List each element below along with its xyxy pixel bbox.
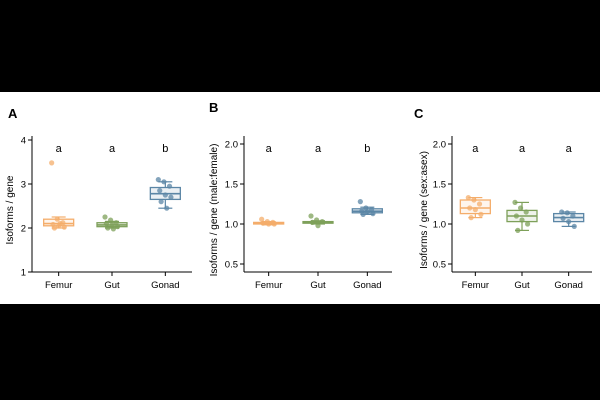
data-point bbox=[113, 220, 119, 226]
x-tick-label: Gonad bbox=[151, 280, 180, 291]
y-tick-label: 4 bbox=[21, 136, 26, 147]
data-point bbox=[260, 220, 266, 226]
data-point bbox=[108, 217, 114, 223]
data-point bbox=[513, 213, 520, 219]
data-point bbox=[472, 207, 478, 213]
x-tick-label: Femur bbox=[255, 280, 282, 291]
y-tick-label: 1.5 bbox=[433, 180, 446, 191]
data-point bbox=[519, 217, 525, 223]
significance-letter: a bbox=[56, 143, 63, 155]
data-point bbox=[51, 225, 58, 231]
data-point bbox=[158, 199, 164, 205]
panels-layer: A 1 2 3 4 Isoforms / gene Femur a Gut a Gonad b B 0.5… bbox=[5, 100, 592, 291]
panel-label: B bbox=[209, 100, 218, 115]
data-point bbox=[314, 217, 320, 223]
data-point bbox=[157, 188, 163, 194]
data-point bbox=[308, 213, 314, 219]
y-tick-label: 0.5 bbox=[225, 260, 238, 271]
y-tick-label: 1.0 bbox=[433, 220, 446, 231]
data-point bbox=[360, 211, 366, 217]
data-point bbox=[105, 225, 111, 231]
panel-label: A bbox=[8, 106, 18, 121]
y-axis-title: Isoforms / gene bbox=[5, 175, 16, 244]
x-tick-label: Gut bbox=[514, 280, 530, 291]
x-tick-label: Gonad bbox=[554, 280, 583, 291]
y-tick-label: 1.0 bbox=[225, 220, 238, 231]
y-tick-label: 2.0 bbox=[225, 140, 238, 151]
figure-background bbox=[0, 92, 600, 304]
data-point bbox=[478, 211, 484, 217]
data-point bbox=[54, 216, 60, 222]
significance-letter: b bbox=[364, 143, 370, 155]
significance-letter: a bbox=[472, 143, 479, 155]
data-point bbox=[162, 192, 168, 198]
x-tick-label: Gonad bbox=[353, 280, 382, 291]
data-point bbox=[271, 221, 277, 227]
data-point bbox=[309, 219, 315, 225]
data-point bbox=[512, 199, 518, 205]
data-point bbox=[560, 215, 566, 221]
data-point bbox=[559, 209, 565, 215]
significance-letter: a bbox=[266, 143, 273, 155]
y-tick-label: 2.0 bbox=[433, 140, 446, 151]
data-point bbox=[49, 160, 55, 166]
data-point bbox=[467, 205, 473, 211]
data-point bbox=[468, 215, 474, 221]
data-point bbox=[518, 205, 524, 211]
data-point bbox=[103, 221, 109, 227]
data-point bbox=[357, 199, 363, 205]
y-tick-label: 3 bbox=[21, 180, 26, 191]
y-tick-label: 1 bbox=[21, 268, 26, 279]
data-point bbox=[155, 177, 161, 183]
data-point bbox=[571, 223, 577, 229]
data-point bbox=[368, 207, 375, 213]
significance-letter: a bbox=[315, 143, 322, 155]
data-point bbox=[564, 210, 570, 216]
data-point bbox=[370, 211, 376, 217]
chart-panel-b: B 0.5 1.0 1.5 2.0 Isoforms / gene (male:femal… bbox=[209, 100, 392, 291]
data-point bbox=[465, 195, 471, 201]
data-point bbox=[102, 214, 108, 220]
y-tick-label: 0.5 bbox=[433, 260, 446, 271]
data-point bbox=[168, 194, 174, 200]
x-tick-label: Femur bbox=[45, 280, 72, 291]
y-tick-label: 2 bbox=[21, 224, 26, 235]
data-point bbox=[161, 179, 167, 185]
chart-panel-a: A 1 2 3 4 Isoforms / gene Femur a Gut a Gonad b bbox=[5, 106, 192, 291]
panel-label: C bbox=[414, 106, 424, 121]
data-point bbox=[57, 221, 63, 227]
x-tick-label: Gut bbox=[310, 280, 326, 291]
data-point bbox=[266, 221, 272, 227]
significance-letter: a bbox=[109, 143, 116, 155]
y-tick-label: 1.5 bbox=[225, 180, 238, 191]
y-axis-title: Isoforms / gene (sex:asex) bbox=[419, 151, 430, 269]
data-point bbox=[166, 183, 173, 189]
data-point bbox=[523, 209, 529, 215]
data-point bbox=[525, 221, 531, 227]
data-point bbox=[515, 227, 521, 233]
data-point bbox=[115, 224, 121, 230]
data-point bbox=[319, 219, 325, 225]
data-point bbox=[61, 224, 67, 230]
data-point bbox=[471, 197, 477, 203]
y-axis-title: Isoforms / gene (male:female) bbox=[209, 144, 220, 277]
data-point bbox=[164, 205, 170, 211]
data-point bbox=[566, 219, 572, 225]
significance-letter: a bbox=[566, 143, 573, 155]
data-point bbox=[315, 223, 321, 229]
data-point bbox=[476, 201, 483, 207]
data-point bbox=[110, 226, 116, 232]
significance-letter: b bbox=[162, 143, 168, 155]
significance-letter: a bbox=[519, 143, 526, 155]
x-tick-label: Femur bbox=[462, 280, 489, 291]
data-point bbox=[259, 216, 265, 222]
data-point bbox=[364, 209, 370, 215]
data-point bbox=[570, 213, 576, 219]
x-tick-label: Gut bbox=[104, 280, 120, 291]
data-point bbox=[363, 205, 369, 211]
